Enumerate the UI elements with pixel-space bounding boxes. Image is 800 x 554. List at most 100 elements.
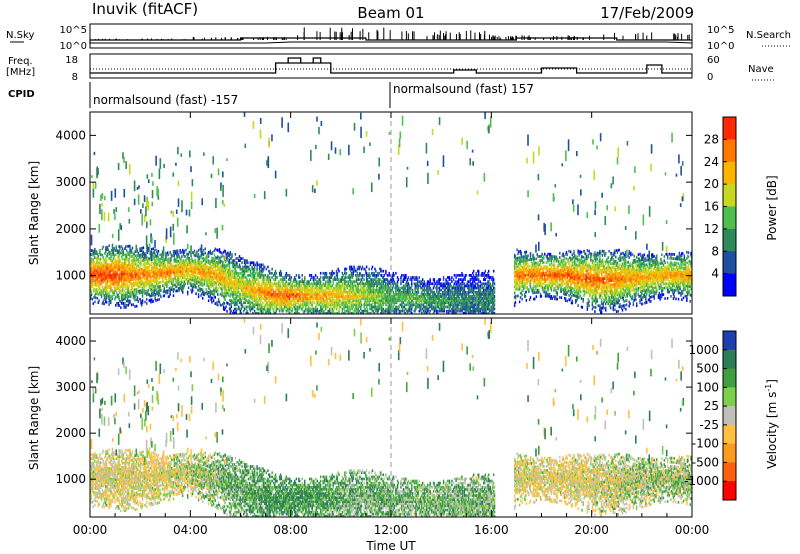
power-cell <box>260 305 263 309</box>
power-cell <box>267 303 269 307</box>
power-cell <box>233 299 236 302</box>
beam-title: Beam 01 <box>357 4 424 22</box>
power-cell <box>313 280 315 284</box>
power-cell <box>175 260 177 263</box>
power-cell <box>234 265 237 269</box>
power-cell <box>299 280 302 284</box>
power-cell <box>322 311 324 314</box>
power-cell <box>323 271 325 275</box>
power-cell <box>186 280 189 283</box>
power-cell <box>214 302 217 305</box>
power-cell <box>250 292 252 296</box>
power-cell <box>154 297 156 300</box>
power-cell <box>369 297 371 300</box>
power-cell <box>325 286 328 290</box>
power-cell <box>148 263 150 267</box>
power-cell <box>180 284 182 288</box>
power-cell <box>221 272 223 276</box>
power-cell <box>289 299 292 302</box>
power-cell <box>377 295 380 298</box>
power-cell <box>353 311 355 314</box>
power-cell <box>387 307 390 311</box>
power-cell <box>351 299 354 302</box>
power-cell <box>365 303 368 307</box>
power-cell <box>222 250 225 254</box>
power-cell <box>104 285 106 289</box>
power-cell <box>181 280 183 284</box>
power-cell <box>297 284 299 288</box>
power-cell <box>368 311 370 314</box>
power-cell <box>263 276 265 279</box>
power-cell <box>192 274 194 278</box>
power-cell <box>337 286 339 290</box>
power-cell <box>263 282 266 286</box>
power-cell <box>229 299 232 302</box>
power-cell <box>242 274 244 277</box>
power-cell <box>252 311 254 314</box>
power-cell <box>100 257 102 261</box>
power-cell <box>181 267 184 271</box>
power-cell <box>130 282 132 286</box>
power-cell <box>141 282 143 286</box>
power-cell <box>180 259 182 263</box>
power-cell <box>151 298 153 302</box>
power-cell <box>178 266 181 269</box>
power-cell <box>341 292 344 296</box>
power-cell <box>220 287 222 290</box>
power-cell <box>122 285 125 288</box>
power-cell <box>176 255 179 259</box>
power-cell <box>167 257 170 261</box>
power-cell <box>214 262 217 265</box>
power-cell <box>385 297 388 300</box>
power-cell <box>227 260 230 264</box>
power-cell <box>344 299 346 302</box>
power-cell <box>288 274 291 277</box>
power-cell <box>186 267 188 271</box>
power-cell <box>138 266 140 270</box>
power-cell <box>315 297 318 300</box>
power-cell <box>166 280 169 284</box>
power-cell <box>94 266 96 270</box>
power-cell <box>304 301 306 305</box>
power-cell <box>375 307 378 311</box>
power-cell <box>193 266 196 270</box>
power-cell <box>93 275 95 278</box>
power-cell <box>146 302 148 305</box>
power-cell <box>227 257 229 261</box>
power-cell <box>373 301 375 305</box>
power-cell <box>156 254 159 258</box>
power-cell <box>208 274 211 278</box>
power-cell <box>154 288 156 292</box>
power-cell <box>341 284 344 288</box>
power-cell <box>108 290 110 294</box>
power-cell <box>109 252 111 256</box>
power-cell <box>257 299 259 302</box>
power-cell <box>254 301 257 305</box>
power-cell <box>307 301 309 305</box>
power-cell <box>299 292 302 296</box>
power-cell <box>325 307 328 311</box>
power-cell <box>246 284 248 288</box>
power-cell <box>192 285 195 288</box>
power-cell <box>130 293 132 296</box>
power-cell <box>113 270 115 273</box>
power-cell <box>367 274 370 277</box>
power-cell <box>171 254 174 258</box>
power-cell <box>304 286 307 290</box>
power-cell <box>374 307 376 311</box>
power-cell <box>125 268 128 271</box>
power-cell <box>372 286 375 290</box>
power-cell <box>155 299 157 302</box>
power-cell <box>235 276 237 279</box>
power-cell <box>112 282 115 286</box>
power-cell <box>248 267 251 271</box>
power-cell <box>213 280 216 284</box>
power-cell <box>112 268 115 271</box>
power-cell <box>108 275 110 279</box>
power-cell <box>131 292 134 296</box>
power-cell <box>212 290 214 294</box>
power-cell <box>225 273 227 277</box>
power-cell <box>235 311 237 314</box>
power-cell <box>155 263 157 267</box>
power-cell <box>347 284 349 288</box>
